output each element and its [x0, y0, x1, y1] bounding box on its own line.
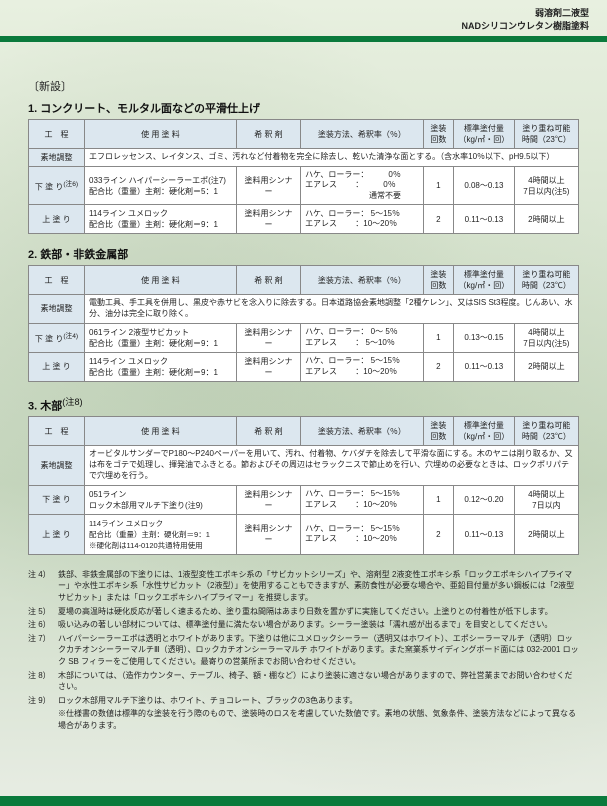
note-text: ハイパーシーラーエポは透明とホワイトがあります。下塗りは他にユメロックシーラー（… — [58, 633, 579, 668]
section3-title: 3. 木部(注8) — [28, 394, 579, 414]
sec3-under-paint: 051ライン ロック木部用マルチ下塗り(注9) — [85, 485, 237, 514]
section2-title: 2. 鉄部・非鉄金属部 — [28, 246, 579, 262]
row-surface: 素地調整 — [29, 149, 85, 167]
sec3-surface: オービタルサンダーでP180～P240ペーパーを用いて、汚れ、付着物、ケバダチを… — [85, 446, 579, 485]
sec2-top-paint: 114ライン ユメロック 配合比（重量）主剤：硬化剤＝9：1 — [85, 352, 237, 381]
note-row: 注 5）夏場の高温時は硬化反応が著しく速まるため、塗り重ね間隔はあまり日数を置か… — [28, 606, 579, 618]
header-line2: NADシリコンウレタン樹脂塗料 — [0, 19, 589, 32]
sec1-under-thinner: 塗料用シンナー — [236, 167, 300, 205]
sec1-top-method: ハケ、ローラー： 5～15％ エアレス ：10～20％ — [301, 205, 424, 234]
sec1-top-recoat: 2時間以上 — [514, 205, 578, 234]
header-line1: 弱溶剤二液型 — [0, 6, 589, 19]
footer-bar — [0, 796, 607, 806]
note-row: ※仕様書の数値は標準的な塗装を行う際のもので、塗装時のロスを考慮していた数値です… — [28, 708, 579, 731]
note-label: 注 6） — [28, 619, 58, 631]
table-section2: 工 程 使 用 塗 料 希 釈 剤 塗装方法、希釈率（％） 塗装 回数 標準塗付… — [28, 265, 579, 382]
sec3-top-paint: 114ライン ユメロック 配合比（重量）主剤：硬化剤＝9：1 ※硬化剤は114-… — [85, 514, 237, 554]
note-label: 注 4） — [28, 569, 58, 604]
col-process: 工 程 — [29, 120, 85, 149]
section1-title: 1. コンクリート、モルタル面などの平滑仕上げ — [28, 100, 579, 116]
note-text: ※仕様書の数値は標準的な塗装を行う際のもので、塗装時のロスを考慮していた数値です… — [58, 708, 579, 731]
sec1-top-times: 2 — [423, 205, 453, 234]
note-text: 吸い込みの著しい部材については、標準塗付量に満たない場合があります。シーラー塗装… — [58, 619, 579, 631]
new-label: 〔新設〕 — [28, 78, 579, 94]
note-label: 注 9） — [28, 695, 58, 707]
sec1-top-paint: 114ライン ユメロック 配合比（重量）主剤：硬化剤＝9：1 — [85, 205, 237, 234]
sec2-under-paint: 061ライン 2液型サビカット 配合比（重量）主剤：硬化剤＝9：1 — [85, 323, 237, 352]
col-paint: 使 用 塗 料 — [85, 120, 237, 149]
note-text: 夏場の高温時は硬化反応が著しく速まるため、塗り重ね間隔はあまり日数を置かずに実施… — [58, 606, 579, 618]
sec1-top-amount: 0.11～0.13 — [454, 205, 515, 234]
sec1-under-paint: 033ライン ハイパーシーラーエポ(注7) 配合比（重量）主剤：硬化剤＝5：1 — [85, 167, 237, 205]
table-section1: 工 程 使 用 塗 料 希 釈 剤 塗装方法、希釈率（％） 塗装 回数 標準塗付… — [28, 119, 579, 234]
note-text: 鉄部、非鉄金属部の下塗りには、1液型変性エポキシ系の「サビカットシリーズ」や、溶… — [58, 569, 579, 604]
note-row: 注 6）吸い込みの著しい部材については、標準塗付量に満たない場合があります。シー… — [28, 619, 579, 631]
sec1-top-thinner: 塗料用シンナー — [236, 205, 300, 234]
col-times: 塗装 回数 — [423, 120, 453, 149]
sec1-under-recoat: 4時間以上 7日以内(注5) — [514, 167, 578, 205]
notes-block: 注 4）鉄部、非鉄金属部の下塗りには、1液型変性エポキシ系の「サビカットシリーズ… — [0, 555, 607, 742]
note-label: 注 5） — [28, 606, 58, 618]
note-label: 注 8） — [28, 670, 58, 693]
sec1-under-method: ハケ、ローラー： 0％ エアレス ： 0％ 通常不要 — [301, 167, 424, 205]
row-under: 下 塗 り(注6) — [29, 167, 85, 205]
sec1-surface: エフロレッセンス、レイタンス、ゴミ、汚れなど付着物を完全に除去し、乾いた清浄な面… — [85, 149, 579, 167]
note-text: 木部については、（造作カウンター、テーブル、椅子、額・棚など）により塗装に適さな… — [58, 670, 579, 693]
table-section3: 工 程 使 用 塗 料 希 釈 剤 塗装方法、希釈率（％） 塗装 回数 標準塗付… — [28, 416, 579, 554]
note-label: 注 7） — [28, 633, 58, 668]
note-row: 注 4）鉄部、非鉄金属部の下塗りには、1液型変性エポキシ系の「サビカットシリーズ… — [28, 569, 579, 604]
col-thinner: 希 釈 剤 — [236, 120, 300, 149]
note-row: 注 9）ロック木部用マルチ下塗りは、ホワイト、チョコレート、ブラックの3色ありま… — [28, 695, 579, 707]
row-top: 上 塗 り — [29, 205, 85, 234]
col-amount: 標準塗付量 （kg/㎡・回） — [454, 120, 515, 149]
col-method: 塗装方法、希釈率（％） — [301, 120, 424, 149]
sec1-under-amount: 0.08～0.13 — [454, 167, 515, 205]
col-recoat: 塗り重ね可能 時間（23℃） — [514, 120, 578, 149]
header-bar — [0, 36, 607, 42]
note-row: 注 8）木部については、（造作カウンター、テーブル、椅子、額・棚など）により塗装… — [28, 670, 579, 693]
note-label — [28, 708, 58, 731]
sec1-under-times: 1 — [423, 167, 453, 205]
sec2-surface: 電動工具、手工具を併用し、黒皮や赤サビを念入りに除去する。日本道路協会素地調整「… — [85, 295, 579, 324]
note-text: ロック木部用マルチ下塗りは、ホワイト、チョコレート、ブラックの3色あります。 — [58, 695, 579, 707]
note-row: 注 7）ハイパーシーラーエポは透明とホワイトがあります。下塗りは他にユメロックシ… — [28, 633, 579, 668]
